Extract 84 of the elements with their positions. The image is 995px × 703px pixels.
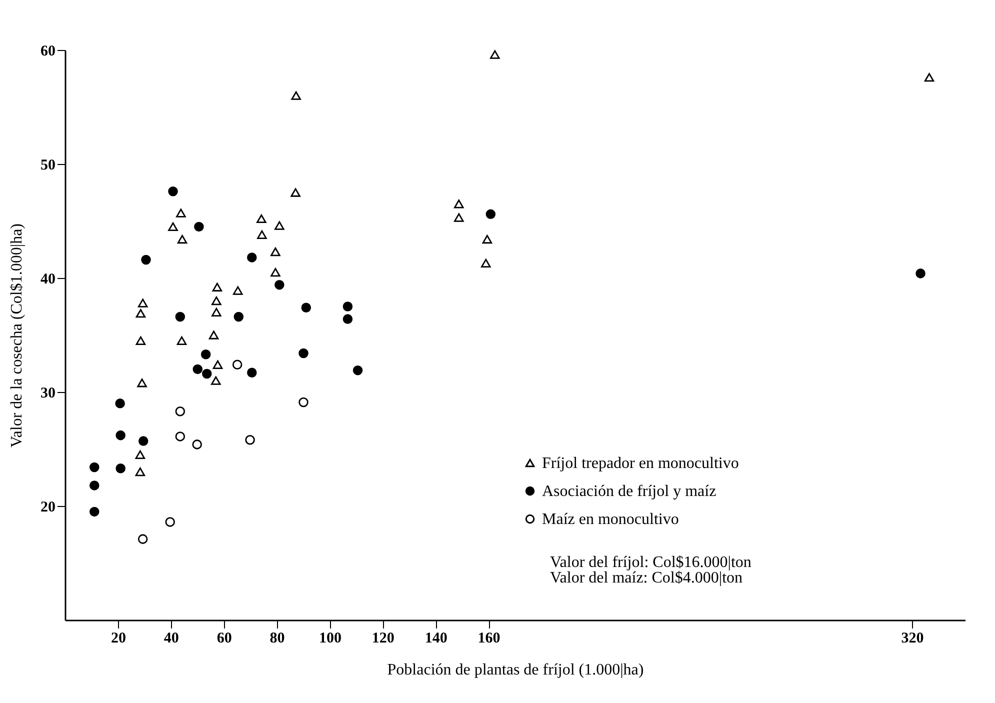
point	[168, 186, 178, 196]
point	[482, 234, 492, 244]
x-axis-title: Población de plantas de fríjol (1.000|ha)	[387, 662, 644, 678]
point	[136, 309, 146, 318]
point	[342, 302, 353, 312]
point	[481, 258, 491, 268]
legend-label: Asociación de fríjol y maíz	[542, 483, 716, 500]
y-tick-label: 50	[40, 158, 56, 174]
point	[115, 398, 125, 408]
point	[270, 268, 280, 277]
point	[141, 254, 151, 265]
y-tick-label: 30	[40, 386, 56, 402]
point	[212, 360, 223, 369]
y-tick-label: 60	[40, 44, 56, 60]
x-tick-label: 20	[110, 630, 126, 646]
x-tick-label: 140	[424, 630, 448, 646]
point	[137, 378, 147, 388]
point	[192, 440, 202, 450]
point	[454, 200, 464, 208]
point	[298, 348, 308, 358]
point	[274, 221, 284, 230]
point	[90, 462, 100, 472]
point	[135, 467, 146, 476]
x-tick-label: 100	[318, 630, 342, 646]
point	[232, 360, 242, 370]
point	[352, 365, 363, 376]
point	[176, 336, 187, 346]
x-tick-label: 80	[270, 630, 285, 646]
point	[200, 350, 211, 360]
legend-label: Fríjol trepador en monocultivo	[542, 455, 739, 472]
point	[138, 436, 148, 446]
point	[208, 330, 219, 340]
point	[490, 50, 500, 59]
point	[234, 312, 244, 322]
x-tick-label: 160	[478, 630, 500, 646]
annotation: Valor del fríjol: Col$16.000|ton	[550, 554, 752, 571]
point	[138, 534, 148, 544]
point	[257, 230, 267, 240]
point	[245, 435, 255, 445]
point	[90, 480, 100, 490]
annotation: Valor del maíz: Col$4.000|ton	[550, 569, 743, 586]
point	[247, 368, 257, 378]
point	[486, 209, 496, 220]
point	[177, 234, 188, 244]
point	[212, 308, 222, 317]
point	[298, 397, 308, 408]
point	[270, 247, 280, 256]
legend-label: Maíz en monocultivo	[542, 511, 679, 528]
point	[176, 208, 186, 218]
y-tick-label: 20	[40, 500, 56, 516]
point	[135, 450, 146, 460]
point	[138, 298, 148, 308]
point	[202, 368, 212, 379]
point	[274, 280, 284, 290]
point	[175, 312, 186, 322]
y-tick-label: 40	[40, 272, 56, 288]
point	[291, 91, 301, 100]
x-tick-label: 60	[216, 630, 232, 646]
point	[116, 430, 126, 440]
point	[212, 296, 222, 306]
point	[194, 222, 204, 232]
point	[454, 213, 464, 222]
y-axis-title: Valor de la cosecha (Col$1.000|ha)	[8, 223, 26, 448]
point	[924, 73, 934, 82]
point	[90, 506, 100, 517]
point	[165, 517, 175, 527]
point	[916, 268, 926, 278]
point	[232, 286, 243, 295]
point	[290, 188, 300, 197]
point	[175, 406, 186, 416]
point	[256, 214, 266, 224]
point	[301, 302, 312, 313]
point	[211, 376, 221, 385]
x-tick-label: 120	[372, 630, 394, 646]
x-tick-label: 320	[901, 630, 924, 646]
point	[116, 464, 126, 474]
point	[192, 364, 202, 374]
point	[342, 314, 353, 324]
point	[136, 336, 146, 346]
point	[175, 432, 186, 442]
point	[168, 222, 178, 232]
point	[247, 252, 257, 262]
x-tick-label: 40	[164, 630, 179, 646]
point	[212, 282, 222, 292]
